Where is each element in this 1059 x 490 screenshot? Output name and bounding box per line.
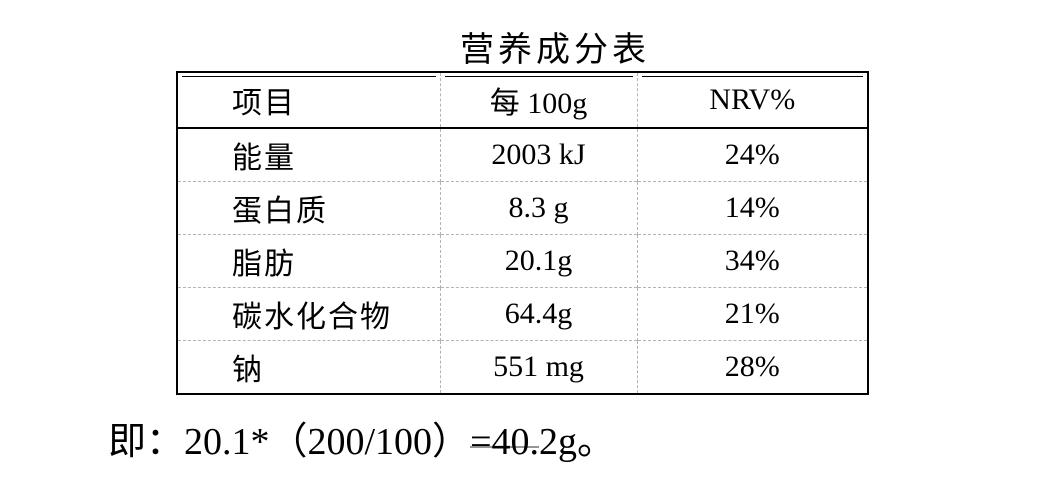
note-text-struck: =40. [470,421,539,463]
header-cell-per100g: 每 100g [440,72,638,129]
nutrition-table: 项目 每 100g NRV% 能量 2003 kJ 24% 蛋白质 8.3 g … [176,71,869,395]
cell-nrv: 28% [637,340,868,394]
cell-per100g: 8.3 g [440,181,638,235]
cell-item: 钠 [177,340,441,394]
note-text-prefix: 即：20.1*（200/100） [108,421,471,463]
cell-nrv: 21% [637,287,868,341]
cell-item: 蛋白质 [177,181,441,235]
cell-nrv: 14% [637,181,868,235]
cell-per100g: 20.1g [440,234,638,288]
cell-item: 脂肪 [177,234,441,288]
page-title: 营养成分表 [460,32,650,69]
calculation-note: 即：20.1*（200/100）=40.2g。 [108,410,615,465]
header-cell-item: 项目 [177,72,441,129]
table-row: 脂肪 20.1g 34% [177,234,868,288]
cell-per100g: 2003 kJ [440,127,638,182]
cell-per100g: 64.4g [440,287,638,341]
cell-nrv: 34% [637,234,868,288]
table-row: 蛋白质 8.3 g 14% [177,181,868,235]
note-text-suffix: 2g。 [539,421,616,463]
header-cell-nrv: NRV% [637,72,868,129]
cell-item: 能量 [177,127,441,182]
table-header-row: 项目 每 100g NRV% [177,72,868,129]
cell-per100g: 551 mg [440,340,638,394]
cell-nrv: 24% [637,127,868,182]
table-row: 能量 2003 kJ 24% [177,127,868,182]
table-row: 钠 551 mg 28% [177,340,868,394]
table-row: 碳水化合物 64.4g 21% [177,287,868,341]
cell-item: 碳水化合物 [177,287,441,341]
